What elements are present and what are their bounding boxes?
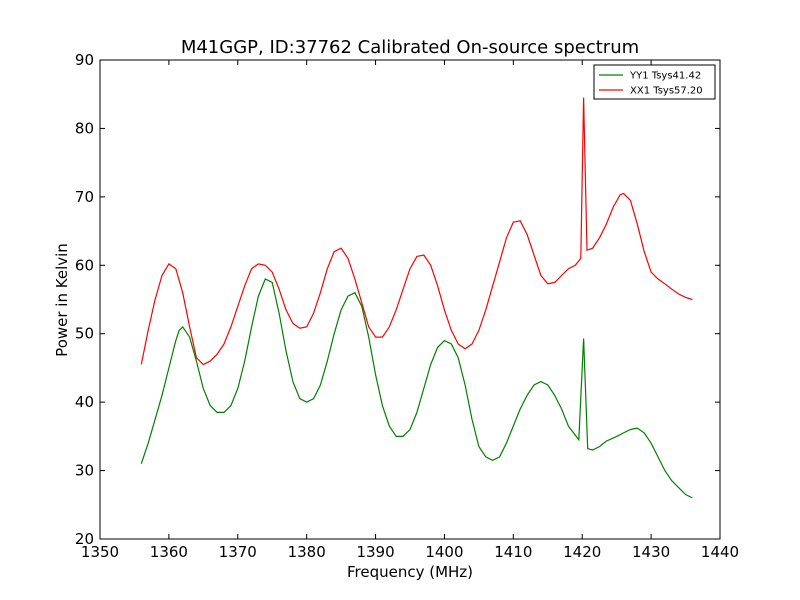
x-tick-label: 1360 [150,543,188,561]
plot-area [140,97,693,499]
y-axis-label: Power in Kelvin [53,243,71,357]
x-tick-label: 1410 [494,543,532,561]
chart-title: M41GGP, ID:37762 Calibrated On-source sp… [181,37,639,58]
y-tick-label: 40 [75,393,94,411]
legend-label: YY1 Tsys41.42 [629,71,701,82]
x-tick-label: 1400 [425,543,463,561]
series-line-1 [140,97,693,366]
legend: YY1 Tsys41.42 XX1 Tsys57.20 [593,64,716,100]
x-tick-label: 1420 [563,543,601,561]
y-tick-label: 30 [75,462,94,480]
x-axis-label: Frequency (MHz) [347,563,473,581]
x-tick-label: 1380 [288,543,326,561]
x-tick-label: 1350 [81,543,119,561]
legend-label: XX1 Tsys57.20 [630,86,703,97]
y-tick-label: 80 [75,119,94,137]
y-tick-label: 70 [75,188,94,206]
x-tick-label: 1390 [356,543,394,561]
y-tick-label: 60 [75,256,94,274]
y-tick-label: 20 [75,530,94,548]
legend-box [593,64,716,100]
x-tick-label: 1430 [632,543,670,561]
series-line-0 [140,278,693,499]
plot-frame [99,59,721,540]
axes: 1350 1360 1370 1380 1390 1400 1410 1420 1430 1440… [75,51,739,561]
x-tick-label: 1370 [219,543,257,561]
y-tick-label: 50 [75,325,94,343]
x-tick-label: 1440 [701,543,739,561]
y-tick-label: 90 [75,51,94,69]
